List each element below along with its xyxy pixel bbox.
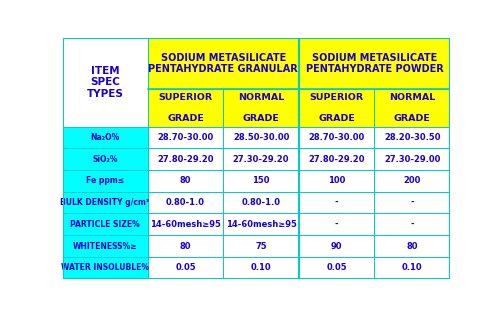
Text: 80: 80 bbox=[406, 242, 418, 250]
Text: 0.05: 0.05 bbox=[326, 263, 347, 272]
Bar bbox=[374, 192, 450, 213]
Bar bbox=[148, 213, 224, 235]
Text: Na₂O%: Na₂O% bbox=[90, 133, 120, 142]
Bar bbox=[224, 192, 299, 213]
Bar bbox=[62, 170, 148, 192]
Text: 0.05: 0.05 bbox=[175, 263, 196, 272]
Bar bbox=[299, 38, 450, 90]
Text: NORMAL

GRADE: NORMAL GRADE bbox=[389, 93, 436, 123]
Text: BULK DENSITY g/cm³: BULK DENSITY g/cm³ bbox=[60, 198, 150, 207]
Text: ITEM
SPEC
TYPES: ITEM SPEC TYPES bbox=[86, 65, 124, 99]
Bar bbox=[374, 90, 450, 127]
Text: 200: 200 bbox=[404, 177, 421, 186]
Text: -: - bbox=[335, 198, 338, 207]
Bar bbox=[224, 148, 299, 170]
Bar bbox=[299, 170, 374, 192]
Bar bbox=[148, 90, 224, 127]
Text: 14-60mesh≥95: 14-60mesh≥95 bbox=[226, 220, 296, 229]
Text: SiO₂%: SiO₂% bbox=[92, 155, 118, 164]
Bar bbox=[62, 213, 148, 235]
Bar bbox=[62, 38, 148, 127]
Bar bbox=[148, 127, 224, 148]
Bar bbox=[62, 127, 148, 148]
Bar bbox=[374, 127, 450, 148]
Bar bbox=[148, 235, 224, 257]
Text: WHITENESS%≥: WHITENESS%≥ bbox=[73, 242, 138, 250]
Bar bbox=[224, 170, 299, 192]
Bar bbox=[62, 192, 148, 213]
Text: NORMAL

GRADE: NORMAL GRADE bbox=[238, 93, 284, 123]
Bar bbox=[148, 38, 299, 90]
Text: 100: 100 bbox=[328, 177, 345, 186]
Bar bbox=[224, 257, 299, 279]
Text: 27.30-29.20: 27.30-29.20 bbox=[233, 155, 289, 164]
Bar bbox=[299, 257, 374, 279]
Text: 28.50-30.00: 28.50-30.00 bbox=[233, 133, 289, 142]
Text: Fe ppm≤: Fe ppm≤ bbox=[86, 177, 124, 186]
Bar bbox=[148, 257, 224, 279]
Bar bbox=[62, 257, 148, 279]
Bar bbox=[374, 235, 450, 257]
Text: 0.80-1.0: 0.80-1.0 bbox=[166, 198, 205, 207]
Text: 0.10: 0.10 bbox=[402, 263, 422, 272]
Text: PARTICLE SIZE%: PARTICLE SIZE% bbox=[70, 220, 140, 229]
Text: 27.30-29.00: 27.30-29.00 bbox=[384, 155, 440, 164]
Text: 27.80-29.20: 27.80-29.20 bbox=[158, 155, 214, 164]
Text: 0.10: 0.10 bbox=[251, 263, 272, 272]
Bar bbox=[374, 170, 450, 192]
Text: -: - bbox=[410, 198, 414, 207]
Text: SODIUM METASILICATE
PENTAHYDRATE POWDER: SODIUM METASILICATE PENTAHYDRATE POWDER bbox=[306, 53, 444, 74]
Bar bbox=[148, 192, 224, 213]
Text: 80: 80 bbox=[180, 177, 192, 186]
Text: 80: 80 bbox=[180, 242, 192, 250]
Text: 28.70-30.00: 28.70-30.00 bbox=[158, 133, 214, 142]
Bar bbox=[224, 213, 299, 235]
Bar bbox=[374, 213, 450, 235]
Text: 27.80-29.20: 27.80-29.20 bbox=[308, 155, 365, 164]
Text: 90: 90 bbox=[331, 242, 342, 250]
Bar bbox=[374, 257, 450, 279]
Bar bbox=[224, 90, 299, 127]
Bar bbox=[299, 192, 374, 213]
Bar bbox=[299, 213, 374, 235]
Bar bbox=[299, 90, 374, 127]
Text: 75: 75 bbox=[256, 242, 267, 250]
Text: 14-60mesh≥95: 14-60mesh≥95 bbox=[150, 220, 221, 229]
Bar bbox=[62, 148, 148, 170]
Bar bbox=[148, 148, 224, 170]
Bar bbox=[224, 235, 299, 257]
Text: SODIUM METASILICATE
PENTAHYDRATE GRANULAR: SODIUM METASILICATE PENTAHYDRATE GRANULA… bbox=[148, 53, 298, 74]
Bar bbox=[148, 170, 224, 192]
Bar bbox=[299, 235, 374, 257]
Text: SUPERIOR

GRADE: SUPERIOR GRADE bbox=[158, 93, 212, 123]
Bar bbox=[62, 235, 148, 257]
Bar bbox=[299, 148, 374, 170]
Bar bbox=[299, 127, 374, 148]
Text: SUPERIOR

GRADE: SUPERIOR GRADE bbox=[310, 93, 364, 123]
Text: WATER INSOLUBLE%: WATER INSOLUBLE% bbox=[61, 263, 149, 272]
Bar bbox=[224, 127, 299, 148]
Text: -: - bbox=[335, 220, 338, 229]
Text: 0.80-1.0: 0.80-1.0 bbox=[242, 198, 281, 207]
Text: 28.20-30.50: 28.20-30.50 bbox=[384, 133, 440, 142]
Text: 28.70-30.00: 28.70-30.00 bbox=[308, 133, 365, 142]
Text: -: - bbox=[410, 220, 414, 229]
Text: 150: 150 bbox=[252, 177, 270, 186]
Bar bbox=[374, 148, 450, 170]
